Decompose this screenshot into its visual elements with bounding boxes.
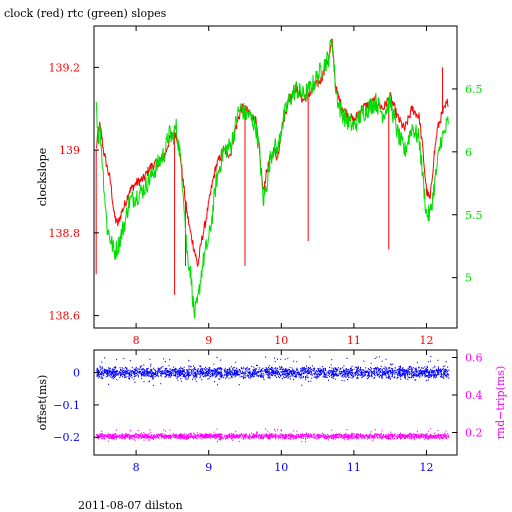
slope-y2tick-label: 6.5 [465, 83, 483, 96]
offset-ytick-label: −0.1 [53, 399, 80, 412]
offset-axes: 8 9 10 11 12 0 −0.1 −0.2 0.6 0.4 0.2 offset(ms) rnd−… [36, 349, 507, 474]
offset-points-group [96, 355, 450, 443]
slope-xtick-label: 12 [420, 334, 434, 347]
offset-xtick-label: 8 [133, 461, 140, 474]
slope-ytick-label: 138.6 [49, 310, 81, 323]
offset-y2tick-label: 0.6 [465, 352, 483, 365]
slope-y2tick-label: 5 [465, 272, 472, 285]
offset-xtick-label: 9 [205, 461, 212, 474]
offset-y2label: rnd−trip(ms) [494, 366, 507, 440]
rnd-trip-points [96, 428, 450, 443]
rtc-slope-line [95, 38, 449, 319]
offset-frame [93, 349, 458, 456]
footer-caption: 2011-08-07 dilston [78, 499, 183, 512]
slope-series-group [95, 38, 449, 319]
slope-y2tick-label: 5.5 [465, 209, 483, 222]
offset-xtick-label: 12 [420, 461, 434, 474]
slope-axes: 8 9 10 11 12 138.6 138.8 139 139.2 5 5.5 6 6.5 clocks… [36, 25, 483, 347]
offset-panel: 8 9 10 11 12 0 −0.1 −0.2 0.6 0.4 0.2 offset(ms) rnd−… [36, 349, 507, 474]
slope-ytick-label: 139 [59, 144, 80, 157]
slope-xtick-label: 9 [205, 334, 212, 347]
slope-ytick-label: 139.2 [49, 61, 81, 74]
slope-xtick-label: 10 [274, 334, 288, 347]
slope-panel: 8 9 10 11 12 138.6 138.8 139 139.2 5 5.5 6 6.5 clocks… [36, 25, 483, 347]
offset-ytick-label: −0.2 [53, 431, 80, 444]
offset-xtick-label: 11 [347, 461, 361, 474]
slope-ytick-label: 138.8 [49, 227, 81, 240]
slope-xtick-label: 11 [347, 334, 361, 347]
slope-y2tick-label: 6 [465, 146, 472, 159]
offset-y2tick-label: 0.4 [465, 389, 483, 402]
slope-ylabel: clockslope [36, 148, 49, 206]
offset-points [96, 355, 450, 386]
offset-ytick-label: 0 [73, 367, 80, 380]
slope-xtick-label: 8 [133, 334, 140, 347]
slope-frame [93, 25, 458, 329]
offset-y2tick-label: 0.2 [465, 427, 483, 440]
offset-ylabel: offset(ms) [36, 375, 49, 431]
chart-title: clock (red) rtc (green) slopes [4, 7, 167, 20]
offset-xtick-label: 10 [274, 461, 288, 474]
